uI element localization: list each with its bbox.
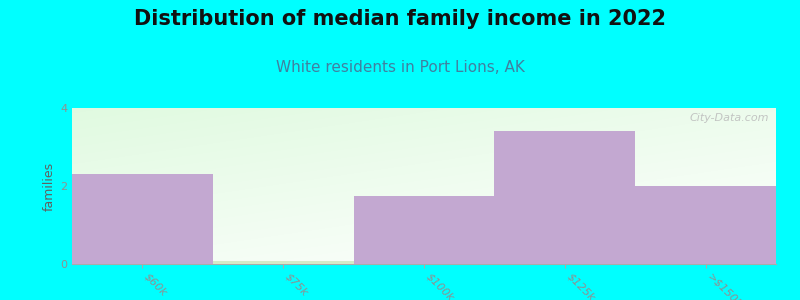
Bar [213,261,354,264]
Y-axis label: families: families [43,161,56,211]
Text: White residents in Port Lions, AK: White residents in Port Lions, AK [275,60,525,75]
Text: City-Data.com: City-Data.com [690,113,769,123]
Bar [635,186,776,264]
Bar [354,196,494,264]
Bar [72,174,213,264]
Bar [494,131,635,264]
Text: Distribution of median family income in 2022: Distribution of median family income in … [134,9,666,29]
